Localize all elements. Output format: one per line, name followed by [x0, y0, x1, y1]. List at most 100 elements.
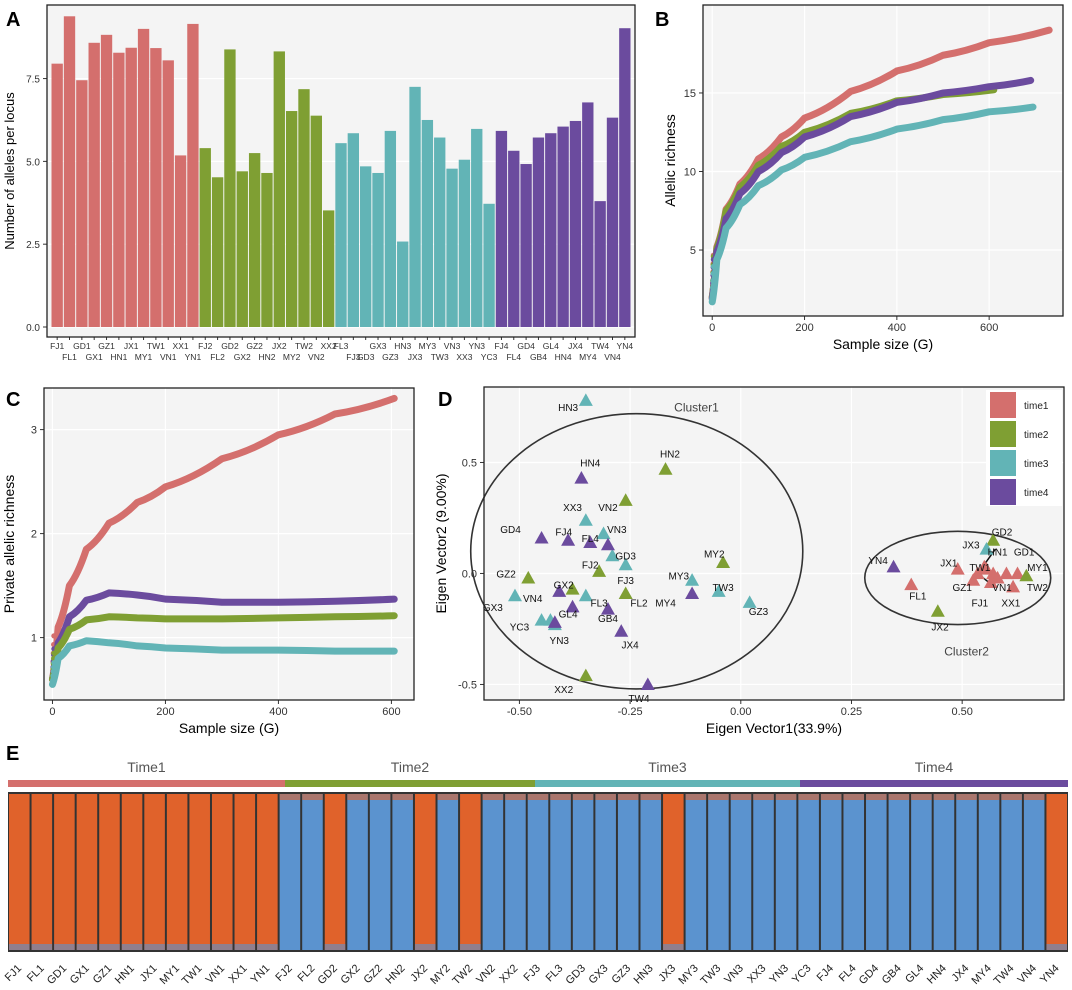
sample-label: XX1 — [227, 962, 250, 985]
structure-admixture-yn1 — [257, 944, 278, 950]
legend-label-time3: time3 — [1024, 459, 1049, 470]
structure-admixture-tw2 — [460, 944, 481, 950]
structure-bar-gd1 — [54, 794, 75, 950]
point-hn4 — [574, 471, 589, 484]
structure-bar-vn2 — [482, 794, 504, 950]
point-label: TW1 — [969, 563, 991, 574]
x-tick-label-bottom: YC3 — [481, 352, 498, 362]
structure-admixture-hn3 — [640, 794, 662, 800]
time-label-1: Time1 — [127, 759, 166, 775]
bar-yn3 — [471, 128, 483, 327]
structure-bar-gx2 — [347, 794, 368, 950]
structure-bar-vn4 — [1023, 794, 1045, 950]
x-tick-label-top: YN3 — [468, 341, 485, 351]
x-tick-label: 0.50 — [951, 706, 972, 718]
structure-bar-hn2 — [392, 794, 413, 950]
sample-label: GD3 — [564, 962, 588, 986]
bar-my4 — [582, 102, 594, 327]
y-tick-label: 2 — [31, 529, 37, 541]
x-tick-label-top: MY3 — [419, 341, 437, 351]
point-label: VN1 — [992, 583, 1012, 594]
point-gx2b — [565, 582, 580, 595]
cluster1-label: Cluster1 — [674, 400, 719, 414]
bar-xx2 — [322, 210, 335, 327]
sample-label: YC3 — [790, 962, 814, 986]
structure-admixture-yn4 — [1046, 944, 1067, 950]
structure-admixture-jx3 — [663, 944, 684, 950]
x-tick-label-top: GX3 — [370, 341, 387, 351]
structure-admixture-gd1 — [54, 944, 75, 950]
structure-bar-fl4 — [843, 794, 865, 950]
cluster2-label: Cluster2 — [944, 645, 989, 659]
plot-background — [484, 387, 1064, 700]
point-label: YC3 — [510, 623, 530, 634]
point-label: VN4 — [523, 594, 543, 605]
series-line-time3 — [708, 103, 1037, 306]
sample-label: TW4 — [992, 962, 1017, 987]
x-tick-label-top: FJ1 — [50, 341, 64, 351]
sample-label: GZ3 — [610, 962, 634, 986]
point-gd2 — [986, 533, 1001, 546]
plot-border — [702, 4, 1064, 317]
series-point-time3 — [51, 660, 57, 666]
bar-gb4 — [532, 137, 545, 327]
structure-bar-hn1 — [121, 794, 143, 950]
time-bar-3 — [535, 780, 800, 787]
point-fj4 — [561, 533, 576, 546]
point-label: GD2 — [992, 527, 1013, 538]
series-point-time3 — [50, 668, 56, 675]
structure-admixture-xx2 — [505, 794, 526, 800]
point-label: HN2 — [660, 450, 680, 461]
point-label: GZ2 — [496, 569, 516, 580]
legend-swatch-time4 — [990, 479, 1016, 505]
point-gd3 — [618, 557, 633, 571]
bar-jx2 — [273, 51, 285, 328]
structure-bar-vn1 — [211, 794, 233, 950]
point-label: TW3 — [713, 583, 735, 594]
point-fj2 — [592, 564, 607, 577]
sample-label: FL2 — [296, 962, 318, 984]
point-label: HN1 — [988, 547, 1008, 558]
series-point-time3 — [710, 270, 716, 277]
panel-letter-d: D — [438, 389, 452, 411]
sample-label: FL3 — [544, 962, 566, 984]
x-tick-label-bottom: VN2 — [308, 352, 325, 362]
point-fj3 — [605, 548, 620, 562]
x-tick-label-top: YN4 — [617, 341, 634, 351]
cluster1-ellipse — [469, 412, 804, 690]
sample-label: FJ4 — [815, 962, 836, 983]
x-tick-label-bottom: MY2 — [283, 352, 301, 362]
point-label: MY4 — [655, 598, 676, 609]
point-yc3 — [534, 613, 549, 626]
structure-bar-hn4 — [933, 794, 955, 950]
x-tick-label-top: JX4 — [568, 341, 583, 351]
structure-bar-yn3 — [775, 794, 797, 950]
bar-gx1 — [88, 42, 100, 327]
sample-label: VN4 — [1015, 962, 1039, 986]
x-tick-label-bottom: MY1 — [135, 352, 153, 362]
point-label: GD1 — [1014, 547, 1035, 558]
point-label: FJ1 — [972, 598, 989, 609]
x-tick-label-bottom: HN1 — [110, 352, 127, 362]
point-label: MY3 — [669, 572, 690, 583]
legend-label-time1: time1 — [1024, 401, 1049, 412]
bar-xx1 — [174, 155, 187, 327]
structure-bar-fj3 — [527, 794, 549, 950]
point-label: FJ3 — [617, 576, 634, 587]
x-tick-label-bottom: GX1 — [86, 352, 103, 362]
sample-label: XX3 — [745, 962, 768, 985]
x-tick-label: 0.00 — [730, 706, 751, 718]
bar-vn3 — [446, 168, 458, 327]
x-tick-label-top: GL4 — [543, 341, 559, 351]
structure-admixture-jx1 — [144, 944, 165, 950]
structure-admixture-hn2 — [392, 794, 413, 800]
bar-gz1 — [100, 34, 113, 328]
y-tick-label: -0.5 — [458, 679, 477, 691]
sample-label: HN3 — [632, 962, 656, 986]
x-tick-label-bottom: GD3 — [357, 352, 375, 362]
bar-tw2 — [298, 89, 310, 327]
x-tick-label-bottom: FL2 — [210, 352, 225, 362]
series-line-time4 — [708, 76, 1035, 303]
